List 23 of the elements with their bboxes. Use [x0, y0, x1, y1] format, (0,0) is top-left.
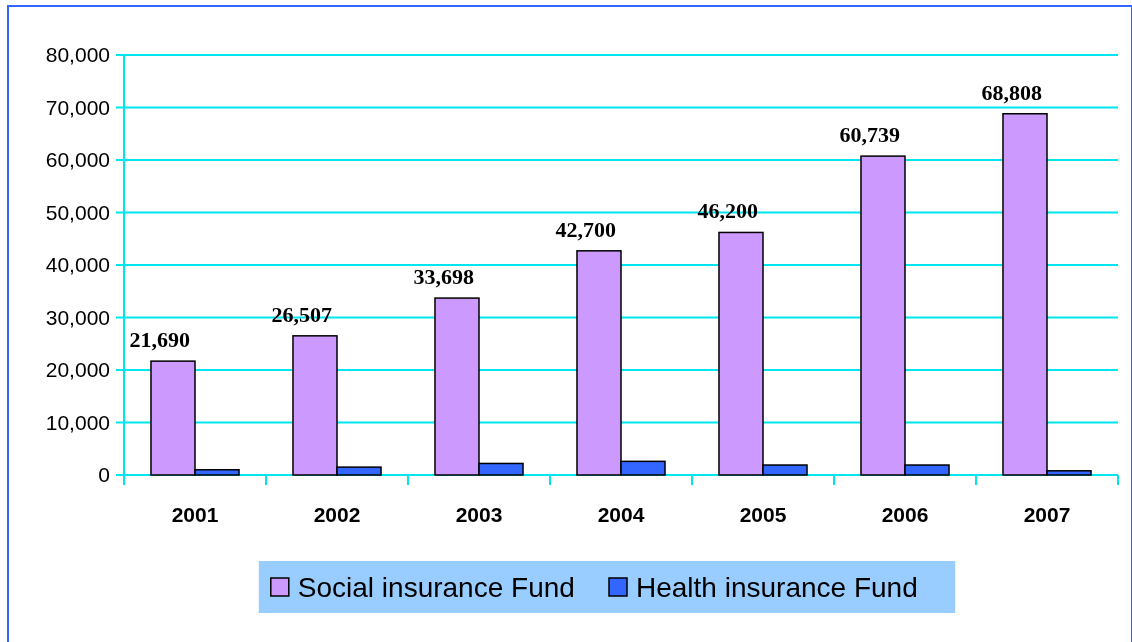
y-tick-label: 20,000 [45, 358, 110, 382]
x-tick-label: 2001 [171, 503, 219, 526]
data-label: 21,690 [129, 327, 191, 353]
legend-label: Health insurance Fund [636, 571, 918, 603]
y-tick-label: 0 [98, 463, 110, 487]
x-tick-label: 2007 [1023, 503, 1071, 526]
data-label: 68,808 [981, 79, 1043, 105]
legend-label: Social insurance Fund [297, 571, 575, 603]
y-tick-label: 40,000 [45, 253, 110, 277]
y-tick-label: 70,000 [45, 95, 110, 119]
y-tick-label: 30,000 [45, 305, 110, 329]
y-tick-label: 50,000 [45, 200, 110, 224]
x-tick-label: 2004 [597, 503, 645, 526]
data-label: 60,739 [839, 122, 901, 148]
data-label: 42,700 [555, 216, 617, 242]
y-tick-label: 60,000 [45, 148, 110, 172]
x-tick-label: 2002 [313, 503, 361, 526]
y-tick-label: 10,000 [45, 410, 110, 434]
data-label: 33,698 [413, 264, 475, 290]
y-tick-label: 80,000 [45, 43, 110, 67]
x-tick-label: 2003 [455, 503, 503, 526]
x-tick-label: 2006 [881, 503, 929, 526]
x-tick-label: 2005 [739, 503, 787, 526]
